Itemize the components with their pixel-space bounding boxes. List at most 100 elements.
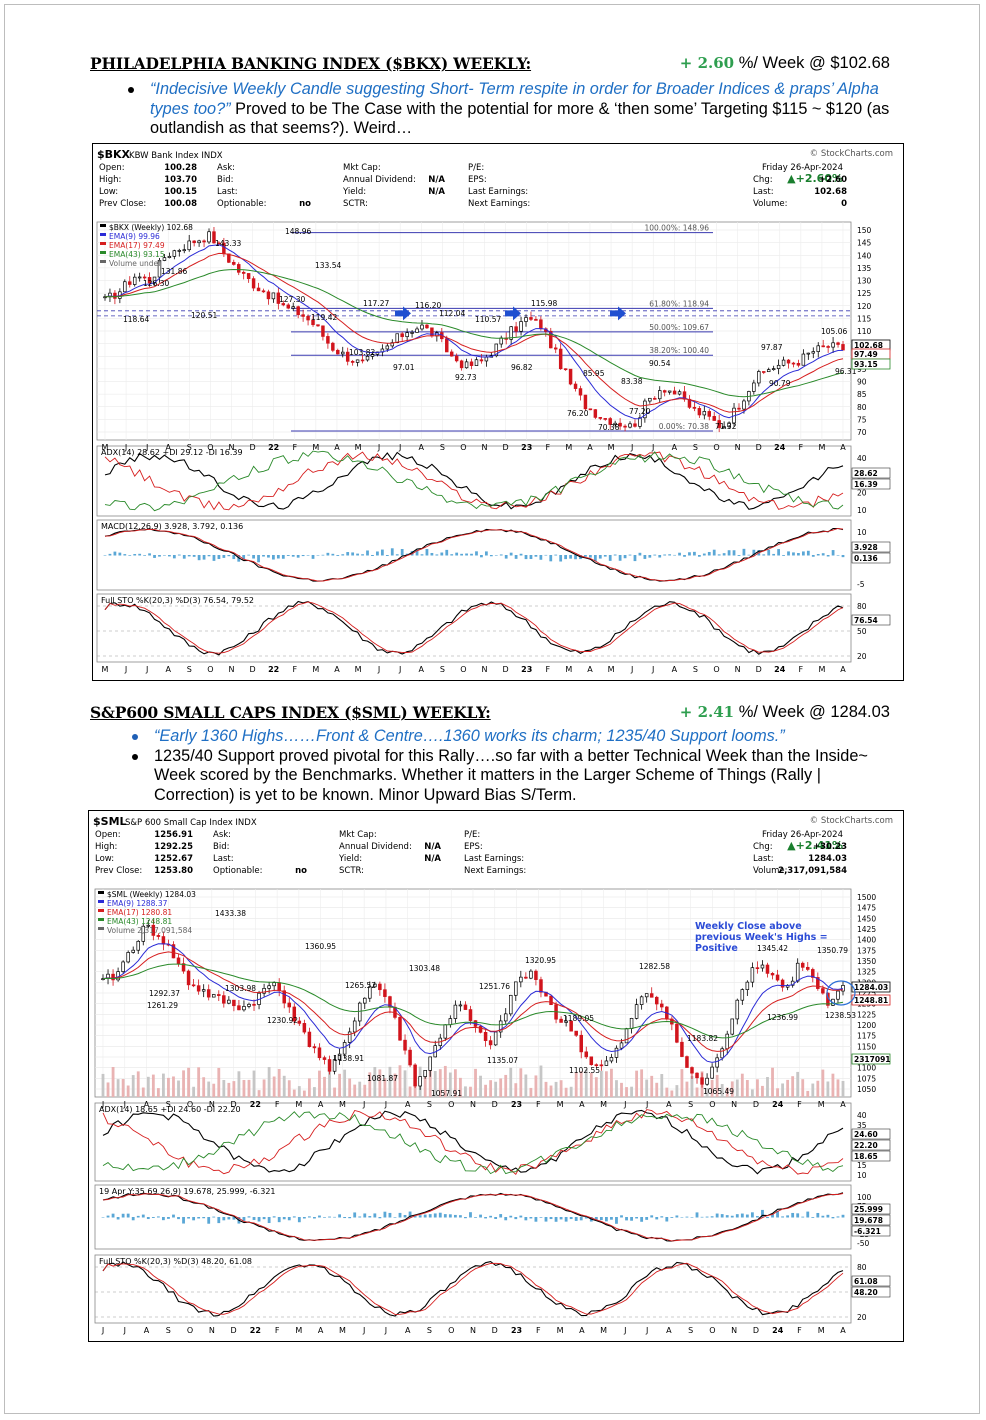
month-label-bottom: M [608,665,615,674]
macd-histogram-bar [336,555,340,556]
volume-bar [771,1067,774,1097]
month-label: A [405,1100,411,1109]
macd-histogram-bar [242,1217,246,1221]
chart-name: KBW Bank Index INDX [129,151,223,161]
month-label: O [448,1100,454,1109]
candle-body [162,257,167,261]
month-label: 24 [774,443,786,452]
macd-histogram-bar [826,1214,830,1218]
month-label: S [688,1100,693,1109]
candle-body [494,343,499,357]
macd-histogram-bar [113,551,117,556]
macd-histogram-bar [252,1217,256,1220]
candle-body [765,964,770,974]
info-label: Volume: [753,866,787,876]
indicator-tick: 100 [857,1193,872,1202]
month-label: F [275,1100,280,1109]
macd-histogram-bar [356,553,359,556]
macd-histogram-bar [217,1217,221,1224]
month-label: D [231,1100,237,1109]
macd-histogram-bar [771,1213,774,1218]
macd-histogram-bar [459,1215,462,1218]
macd-histogram-bar [277,1217,281,1223]
blue-arrow-icon [395,306,411,321]
month-label-bottom: J [651,665,654,674]
price-annotation: 1135.07 [487,1056,518,1065]
candle-body [217,994,221,996]
volume-bar [242,1079,246,1097]
volume-bar [403,1070,407,1097]
price-annotation: 76.20 [567,409,589,418]
price-annotation: 1303.98 [225,984,256,993]
volume-bar [494,1081,498,1097]
macd-histogram-bar [767,549,771,556]
candle-body [539,979,543,993]
macd-histogram-bar [742,548,746,556]
candle-body [644,993,649,998]
candle-body [211,994,216,998]
volume-bar [433,1071,437,1097]
candle-body [658,390,662,400]
info-label: P/E: [464,830,480,840]
price-annotation: 116.20 [415,301,441,310]
macd-histogram-bar [343,1217,347,1219]
macd-histogram-bar [579,1217,583,1221]
macd-histogram-bar [172,555,176,559]
macd-histogram-bar [296,555,300,558]
month-label-bottom: O [709,1326,715,1335]
candle-body [653,397,657,400]
price-annotation: 71.32 [715,422,737,431]
indicator-value: 48.20 [854,1288,878,1297]
volume-bar [182,1070,185,1097]
macd-histogram-bar [792,552,795,556]
candle-body [578,388,583,396]
month-label-bottom: A [672,665,678,674]
volume-bar [126,1085,130,1097]
volume-bar [489,1080,493,1097]
macd-histogram-bar [670,1217,674,1218]
indicator-value-box [851,1150,891,1162]
info-label: Chg: [753,175,773,185]
candle-body [316,324,320,327]
volume-bar [715,1074,719,1097]
macd-histogram-bar [668,554,672,556]
macd-histogram-bar [348,1217,352,1219]
price-tick-label: 125 [857,289,872,298]
candle-body [771,368,776,371]
candle-body [332,1059,337,1072]
month-label-bottom: F [545,665,550,674]
price-tick-label: 85 [857,390,867,399]
candle-body [558,348,563,370]
candle-body [643,400,647,419]
macd-histogram-bar [584,555,587,557]
price-annotation: 1057.91 [431,1089,462,1098]
macd-histogram-bar [101,1217,105,1218]
month-label-bottom: M [295,1326,302,1335]
macd-histogram-bar [841,1214,845,1218]
month-label-bottom: S [688,1326,693,1335]
indicator-value-box [851,478,891,490]
macd-histogram-bar [267,1217,271,1224]
indicator-label: Full STO %K(20,3) %D(3) 48.20, 61.08 [99,1257,252,1266]
candle-body [395,333,399,343]
info-value: 1252.67 [154,854,193,864]
candle-body [623,425,627,428]
candle-body [692,406,697,409]
volume-bar [464,1086,467,1097]
macd-histogram-bar [257,555,260,563]
month-label-bottom: O [460,665,466,674]
ema-line [104,244,844,420]
month-label: S [166,1100,171,1109]
macd-histogram-bar [202,555,206,560]
volume-bar [680,1069,684,1097]
callout-text: previous Week's Highs = [695,932,828,943]
highlight-circle [826,980,856,1006]
indicator-value: 16.39 [854,480,878,489]
candle-body [737,407,741,410]
macd-histogram-bar [752,549,756,556]
candle-body [227,253,231,263]
macd-histogram-bar [373,1213,377,1218]
month-label: A [672,443,678,452]
macd-histogram-bar [549,1217,553,1220]
macd-histogram-bar [177,1217,180,1220]
